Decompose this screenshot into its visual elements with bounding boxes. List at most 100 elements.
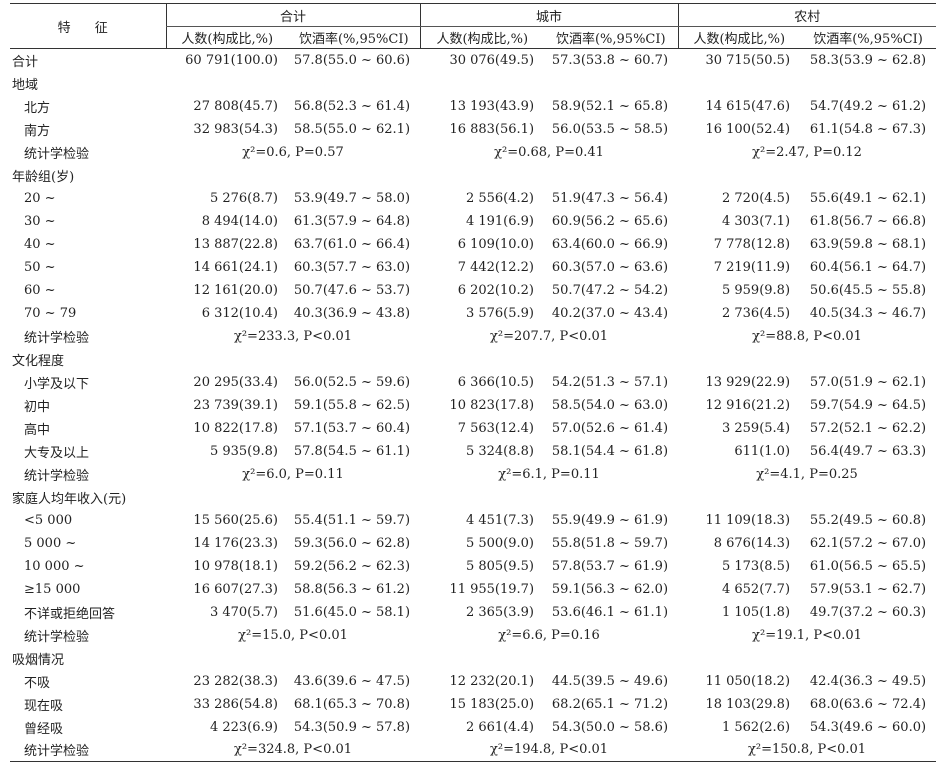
stat-test-label: 统计学检验 (24, 629, 90, 645)
rate-cell: 57.8(53.7 ~ 61.9) (551, 558, 669, 574)
count-cell: 11 050(18.2) (705, 673, 791, 689)
table-row: 高中 10 822(17.8) 57.1(53.7 ~ 60.4) 7 563(12.… (10, 417, 936, 440)
rate-cell: 54.3(49.6 ~ 60.0) (809, 719, 927, 735)
row-label: 小学及以下 (24, 376, 90, 392)
stat-test-label: 统计学检验 (24, 468, 90, 484)
rate-cell: 55.8(51.8 ~ 59.7) (551, 535, 669, 551)
count-cell: 6 202(10.2) (457, 282, 535, 298)
rate-cell: 61.1(54.8 ~ 67.3) (809, 121, 927, 137)
rate-cell: 54.7(49.2 ~ 61.2) (809, 98, 927, 114)
rate-cell: 56.8(52.3 ~ 61.4) (293, 98, 411, 114)
table-row: 30 ~ 8 494(14.0) 61.3(57.9 ~ 64.8) 4 191(6.… (10, 210, 936, 233)
section-label: 地域 (12, 77, 39, 93)
count-cell: 7 778(12.8) (713, 236, 791, 252)
rate-cell: 59.7(54.9 ~ 64.5) (809, 397, 927, 413)
count-cell: 16 883(56.1) (449, 121, 535, 137)
row-label: 60 ~ (24, 282, 56, 298)
table-row: 10 000 ~ 10 978(18.1) 59.2(56.2 ~ 62.3) 5 8… (10, 555, 936, 578)
table-row: 现在吸 33 286(54.8) 68.1(65.3 ~ 70.8) 15 183(2… (10, 693, 936, 716)
count-cell: 5 324(8.8) (465, 443, 535, 459)
row-label: 曾经吸 (24, 721, 64, 737)
count-cell: 14 615(47.6) (705, 98, 791, 114)
rate-cell: 54.3(50.9 ~ 57.8) (293, 719, 411, 735)
count-cell: 18 103(29.8) (705, 696, 791, 712)
count-cell: 11 109(18.3) (705, 512, 791, 528)
subheader-rate: 饮酒率(%,95%CI) (544, 26, 679, 49)
rate-cell: 55.6(49.1 ~ 62.1) (809, 190, 927, 206)
table-row: 40 ~ 13 887(22.8) 63.7(61.0 ~ 66.4) 6 109(1… (10, 233, 936, 256)
row-label: 不详或拒绝回答 (24, 606, 116, 622)
stat-test-row: 统计学检验 χ²=233.3, P<0.01 χ²=207.7, P<0.01 χ²=… (10, 325, 936, 348)
stat-test-label: 统计学检验 (24, 330, 90, 346)
count-cell: 10 978(18.1) (193, 558, 278, 574)
count-cell: 4 223(6.9) (209, 719, 278, 735)
table-row: 60 ~ 12 161(20.0) 50.7(47.6 ~ 53.7) 6 202(1… (10, 279, 936, 302)
rate-cell: 40.2(37.0 ~ 43.4) (551, 305, 669, 321)
rate-cell: 61.0(56.5 ~ 65.5) (809, 558, 927, 574)
row-label: ≥15 000 (24, 581, 81, 597)
count-cell: 15 560(25.6) (193, 512, 278, 528)
table-body: 合计 60 791(100.0) 57.8(55.0 ~ 60.6) 30 076(4… (10, 49, 937, 762)
table-row: 北方 27 808(45.7) 56.8(52.3 ~ 61.4) 13 193(43… (10, 95, 936, 118)
rate-cell: 57.0(51.9 ~ 62.1) (809, 374, 927, 390)
stat-test-result: χ²=88.8, P<0.01 (752, 328, 862, 344)
count-cell: 4 652(7.7) (721, 581, 791, 597)
table-row: ≥15 000 16 607(27.3) 58.8(56.3 ~ 61.2) 11 9… (10, 578, 936, 601)
count-cell: 12 916(21.2) (705, 397, 791, 413)
count-cell: 2 556(4.2) (465, 190, 535, 206)
stat-test-result: χ²=194.8, P<0.01 (420, 738, 679, 762)
count-cell: 11 955(19.7) (449, 581, 535, 597)
row-label: 5 000 ~ (24, 535, 77, 551)
count-cell: 8 494(14.0) (201, 213, 278, 229)
rate-cell: 43.6(39.6 ~ 47.5) (293, 673, 411, 689)
feature-header: 特 征 (10, 3, 166, 49)
rate-cell: 58.9(52.1 ~ 65.8) (551, 98, 669, 114)
count-cell: 6 109(10.0) (457, 236, 535, 252)
rate-cell: 50.7(47.2 ~ 54.2) (551, 282, 669, 298)
rate-cell: 57.8(54.5 ~ 61.1) (293, 443, 411, 459)
count-cell: 27 808(45.7) (193, 98, 278, 114)
rate-cell: 54.3(50.0 ~ 58.6) (551, 719, 669, 735)
table-row: 5 000 ~ 14 176(23.3) 59.3(56.0 ~ 62.8) 5 50… (10, 532, 936, 555)
rate-cell: 62.1(57.2 ~ 67.0) (809, 535, 927, 551)
row-label: 南方 (24, 123, 51, 139)
count-cell: 5 173(8.5) (721, 558, 791, 574)
section-label: 家庭人均年收入(元) (12, 491, 127, 507)
count-cell: 8 676(14.3) (713, 535, 791, 551)
count-cell: 23 282(38.3) (193, 673, 278, 689)
count-cell: 1 105(1.8) (721, 604, 791, 620)
subheader-rate: 饮酒率(%,95%CI) (288, 26, 421, 49)
count-cell: 4 303(7.1) (721, 213, 791, 229)
count-cell: 16 100(52.4) (705, 121, 791, 137)
rate-cell: 55.4(51.1 ~ 59.7) (293, 512, 411, 528)
section-row: 家庭人均年收入(元) (10, 486, 936, 509)
count-cell: 10 822(17.8) (193, 420, 278, 436)
count-cell: 6 366(10.5) (457, 374, 535, 390)
stat-test-result: χ²=4.1, P=0.25 (756, 466, 858, 482)
group-header-rural: 农村 (677, 3, 937, 27)
count-cell: 23 739(39.1) (193, 397, 278, 413)
rate-cell: 40.3(36.9 ~ 43.8) (293, 305, 411, 321)
count-cell: 3 576(5.9) (465, 305, 535, 321)
rate-cell: 60.3(57.7 ~ 63.0) (293, 259, 411, 275)
rate-cell: 57.1(53.7 ~ 60.4) (293, 420, 411, 436)
rate-cell: 56.4(49.7 ~ 63.3) (809, 443, 927, 459)
count-cell: 13 193(43.9) (449, 98, 535, 114)
section-row: 吸烟情况 (10, 647, 936, 670)
count-cell: 2 720(4.5) (721, 190, 791, 206)
table-header: 特 征 合计 城市 农村 人数(构成比,%) 饮酒率(%,95%CI) 人数(构… (10, 3, 937, 49)
table-row: 合计 60 791(100.0) 57.8(55.0 ~ 60.6) 30 076(4… (10, 49, 936, 72)
count-cell: 5 935(9.8) (209, 443, 278, 459)
rate-cell: 58.5(54.0 ~ 63.0) (551, 397, 669, 413)
count-cell: 1 562(2.6) (721, 719, 791, 735)
count-cell: 3 259(5.4) (721, 420, 791, 436)
count-cell: 13 929(22.9) (705, 374, 791, 390)
rate-cell: 68.0(63.6 ~ 72.4) (809, 696, 927, 712)
table-row: 不详或拒绝回答 3 470(5.7) 51.6(45.0 ~ 58.1) 2 365(… (10, 601, 936, 624)
rate-cell: 51.6(45.0 ~ 58.1) (293, 604, 411, 620)
count-cell: 32 983(54.3) (193, 121, 278, 137)
rate-cell: 58.1(54.4 ~ 61.8) (551, 443, 669, 459)
count-cell: 7 219(11.9) (713, 259, 791, 275)
stat-test-row: 统计学检验 χ²=15.0, P<0.01 χ²=6.6, P=0.16 χ²=19.… (10, 624, 936, 647)
rate-cell: 59.3(56.0 ~ 62.8) (293, 535, 411, 551)
